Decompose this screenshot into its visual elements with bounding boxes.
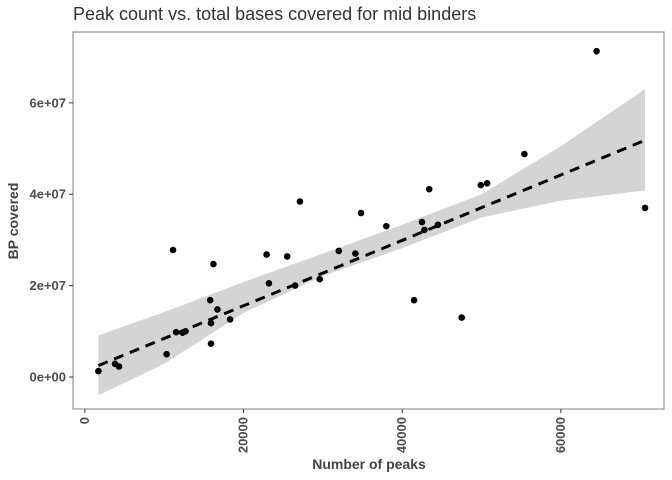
data-point-20 [316,275,324,283]
data-point-10 [207,319,215,327]
y-tick-label-6e+07: 6e+07 [29,95,66,110]
y-axis: 0e+00 2e+07 4e+07 6e+07 [29,95,73,385]
data-point-8 [182,328,189,335]
chart-title: Peak count vs. total bases covered for m… [73,4,476,24]
data-point-26 [418,218,426,226]
y-tick-label-2e+07: 2e+07 [29,278,66,293]
confidence-band-layer [98,89,645,396]
data-point-17 [283,253,291,260]
data-point-28 [425,185,433,193]
data-point-30 [458,314,466,321]
data-point-12 [210,260,217,268]
data-point-25 [410,296,418,304]
data-point-18 [291,282,299,289]
data-point-13 [214,306,221,313]
confidence-band [98,89,645,396]
fit-line [97,138,646,367]
y-tick-label-4e+07: 4e+07 [29,187,66,202]
x-tick-label-20000: 20000 [236,417,251,453]
data-point-14 [226,316,234,323]
data-point-5 [169,246,177,254]
x-tick-label-60000: 60000 [553,417,568,453]
data-point-15 [263,251,270,258]
data-point-11 [207,340,215,348]
data-point-16 [265,280,273,287]
data-point-9 [206,296,214,304]
data-point-6 [172,328,180,336]
x-axis-title: Number of peaks [312,456,426,472]
x-tick-label-0: 0 [77,417,92,424]
data-point-27 [421,226,428,234]
data-point-1 [95,367,102,375]
data-point-33 [521,150,528,158]
data-point-3 [115,363,123,370]
data-point-34 [593,47,600,55]
x-axis: 0 20000 40000 60000 [77,409,568,453]
data-point-31 [477,181,485,189]
data-point-21 [335,247,343,255]
data-point-22 [352,250,359,257]
y-tick-label-0e+00: 0e+00 [29,370,66,385]
panel-border [72,31,665,410]
x-tick-label-40000: 40000 [394,417,409,453]
data-point-35 [641,204,649,212]
data-point-24 [383,222,390,230]
points-layer [95,47,649,375]
data-point-32 [483,180,491,187]
data-point-19 [296,198,304,205]
fit-line-layer [97,138,646,367]
y-axis-title: BP covered [5,183,21,260]
data-point-4 [163,350,170,358]
data-point-29 [434,221,442,229]
data-point-23 [357,209,365,217]
